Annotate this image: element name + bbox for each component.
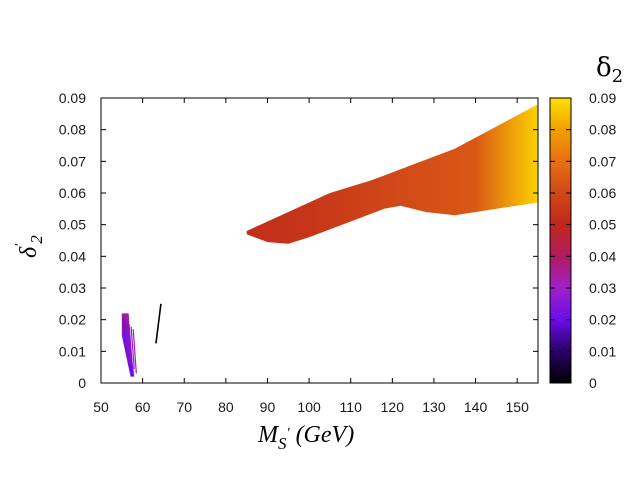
x-tick-label: 110 bbox=[340, 399, 363, 415]
x-ticks: 50 60 70 80 90 100 110 120 130 140 150 bbox=[93, 98, 529, 415]
colorbar-tick-label: 0.03 bbox=[589, 280, 616, 296]
colorbar-tick-label: 0.05 bbox=[589, 217, 616, 233]
x-tick-label: 120 bbox=[381, 399, 405, 415]
x-tick-label: 60 bbox=[135, 399, 151, 415]
y-tick-label: 0.04 bbox=[59, 248, 86, 264]
x-tick-label: 150 bbox=[506, 399, 530, 415]
x-label-prime: ′ bbox=[287, 426, 291, 441]
colorbar-ticks: 0 0.01 0.02 0.03 0.04 0.05 0.06 0.07 0.08 0.09 bbox=[550, 90, 616, 391]
colorbar-tick-label: 0.01 bbox=[589, 343, 616, 359]
x-tick-label: 70 bbox=[176, 399, 192, 415]
y-tick-label: 0.06 bbox=[59, 185, 86, 201]
colorbar-title-main: δ bbox=[596, 53, 612, 83]
plot-area: 50 60 70 80 90 100 110 120 130 140 150 0 0.01 0.02 0.… bbox=[59, 90, 539, 415]
x-tick-label: 100 bbox=[297, 399, 321, 415]
y-tick-label: 0.03 bbox=[59, 280, 86, 296]
cluster-streak bbox=[132, 329, 137, 374]
y-label-sub: 2 bbox=[27, 235, 46, 244]
colorbar-tick-label: 0.02 bbox=[589, 312, 616, 328]
y-ticks: 0 0.01 0.02 0.03 0.04 0.05 0.06 0.07 0.08 0.09 bbox=[59, 90, 538, 391]
colorbar: 0 0.01 0.02 0.03 0.04 0.05 0.06 0.07 0.08 0.09 δ2 bbox=[549, 53, 623, 391]
cluster-streak bbox=[124, 318, 129, 356]
plot-border bbox=[100, 97, 539, 384]
region-low-mass-sliver bbox=[155, 303, 162, 344]
y-label-prime: ′ bbox=[13, 243, 28, 247]
colorbar-tick-label: 0.07 bbox=[589, 153, 616, 169]
regions bbox=[121, 104, 538, 377]
cluster-streak bbox=[126, 321, 131, 361]
cluster-streak bbox=[128, 324, 133, 365]
y-tick-label: 0.01 bbox=[59, 343, 86, 359]
y-tick-label: 0.05 bbox=[59, 217, 86, 233]
y-tick-label: 0 bbox=[78, 375, 86, 391]
region-low-mass-cluster bbox=[121, 313, 135, 377]
x-label-unit: (GeV) bbox=[296, 422, 355, 448]
y-tick-label: 0.09 bbox=[59, 90, 86, 106]
x-tick-label: 130 bbox=[422, 399, 446, 415]
colorbar-tick-label: 0.09 bbox=[589, 90, 616, 106]
x-tick-label: 140 bbox=[464, 399, 488, 415]
colorbar-tick-label: 0.08 bbox=[589, 122, 616, 138]
x-tick-label: 80 bbox=[218, 399, 234, 415]
y-label-main: δ bbox=[16, 246, 42, 258]
colorbar-title-sub: 2 bbox=[612, 66, 623, 87]
x-tick-label: 90 bbox=[260, 399, 276, 415]
x-label-sub: S bbox=[278, 434, 287, 453]
cluster-streak bbox=[122, 316, 127, 352]
colorbar-tick-label: 0.04 bbox=[589, 248, 616, 264]
y-axis-label-group: δ′2 bbox=[13, 235, 46, 258]
y-tick-label: 0.02 bbox=[59, 312, 86, 328]
x-axis-label: MS′ (GeV) bbox=[257, 422, 354, 453]
x-label-main: M bbox=[257, 422, 280, 448]
y-tick-label: 0.07 bbox=[59, 153, 86, 169]
y-axis-label: δ′2 bbox=[13, 235, 46, 258]
colorbar-tick-label: 0 bbox=[589, 375, 597, 391]
cluster-streak bbox=[130, 326, 135, 370]
y-tick-label: 0.08 bbox=[59, 122, 86, 138]
colorbar-title: δ2 bbox=[596, 53, 623, 87]
colorbar-gradient bbox=[549, 97, 572, 384]
colorbar-tick-label: 0.06 bbox=[589, 185, 616, 201]
region-high-mass-band bbox=[246, 104, 538, 244]
x-tick-label: 50 bbox=[93, 399, 109, 415]
